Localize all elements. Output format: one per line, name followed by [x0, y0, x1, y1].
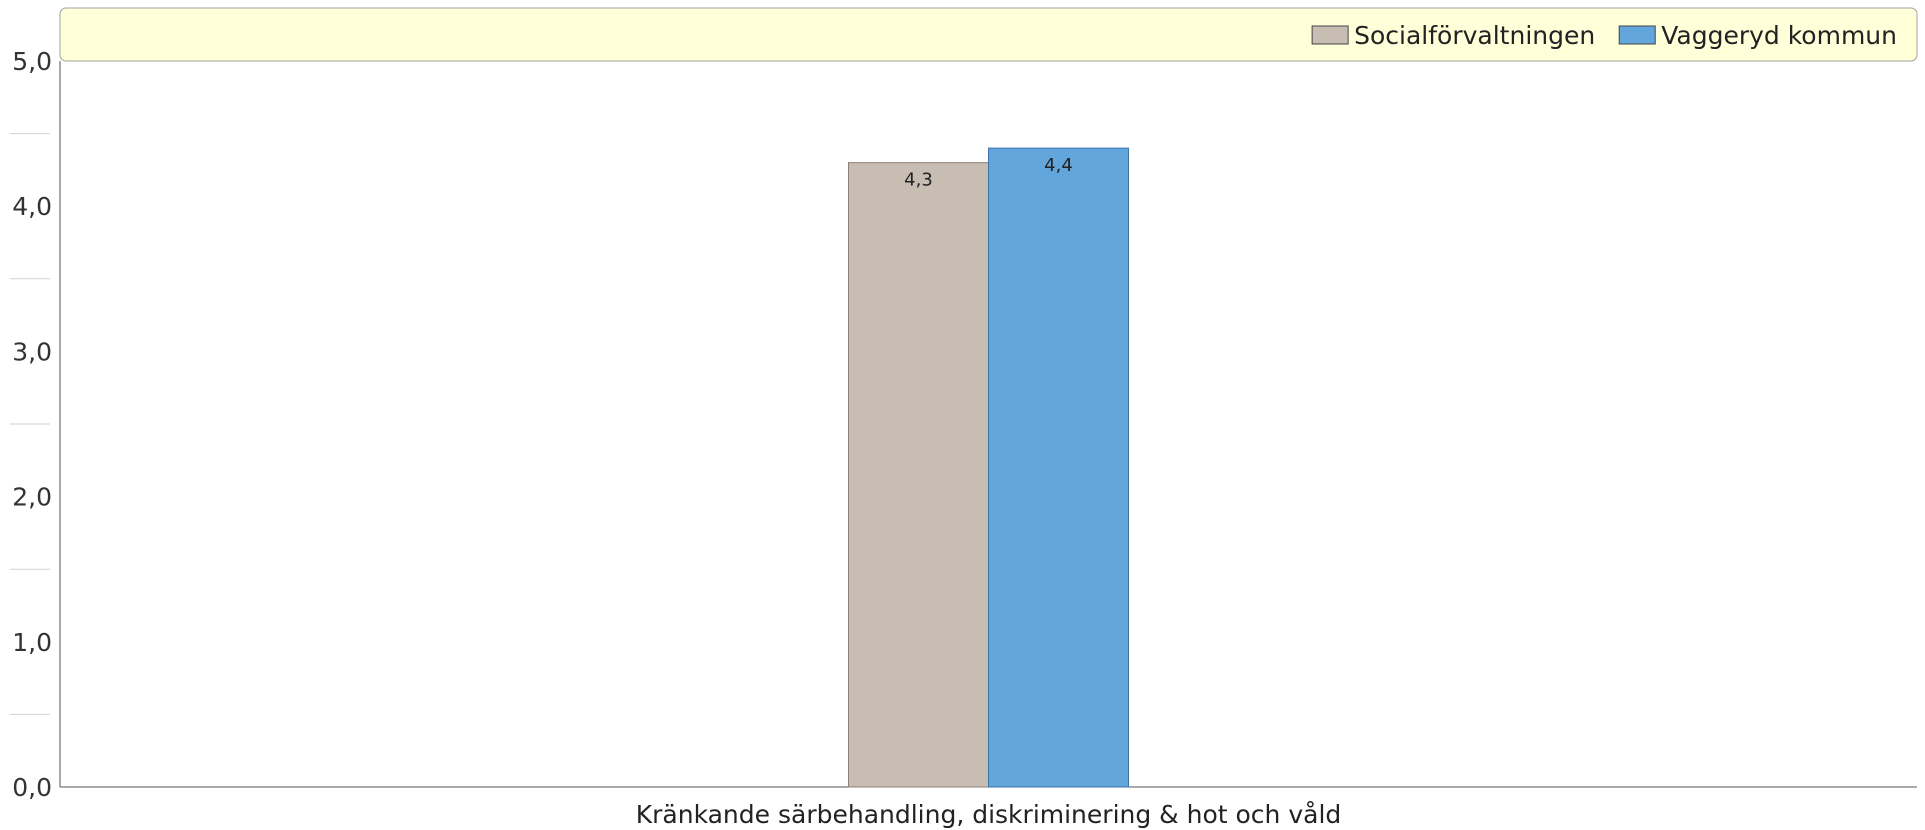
bar-value-label: 4,4	[1044, 155, 1073, 176]
x-category-label: Kränkande särbehandling, diskriminering …	[636, 800, 1342, 829]
y-tick-label: 1,0	[12, 628, 52, 657]
legend: Socialförvaltningen Vaggeryd kommun	[1311, 21, 1897, 50]
y-tick-label: 5,0	[12, 47, 52, 76]
legend-swatch	[1311, 25, 1349, 45]
legend-label: Socialförvaltningen	[1354, 21, 1595, 50]
bar-value-label: 4,3	[904, 170, 933, 191]
bar	[848, 162, 989, 788]
legend-swatch	[1618, 25, 1656, 45]
legend-band	[59, 7, 1918, 62]
y-tick-label: 2,0	[12, 483, 52, 512]
y-tick-label: 4,0	[12, 192, 52, 221]
bar	[988, 147, 1129, 788]
legend-label: Vaggeryd kommun	[1661, 21, 1897, 50]
plot-area: 0,0 1,0 2,0 3,0 4,0 5,0 4,3 4,4 Kränkande särbeh…	[10, 47, 1917, 829]
y-tick-label: 3,0	[12, 337, 52, 366]
y-tick-label: 0,0	[12, 773, 52, 802]
